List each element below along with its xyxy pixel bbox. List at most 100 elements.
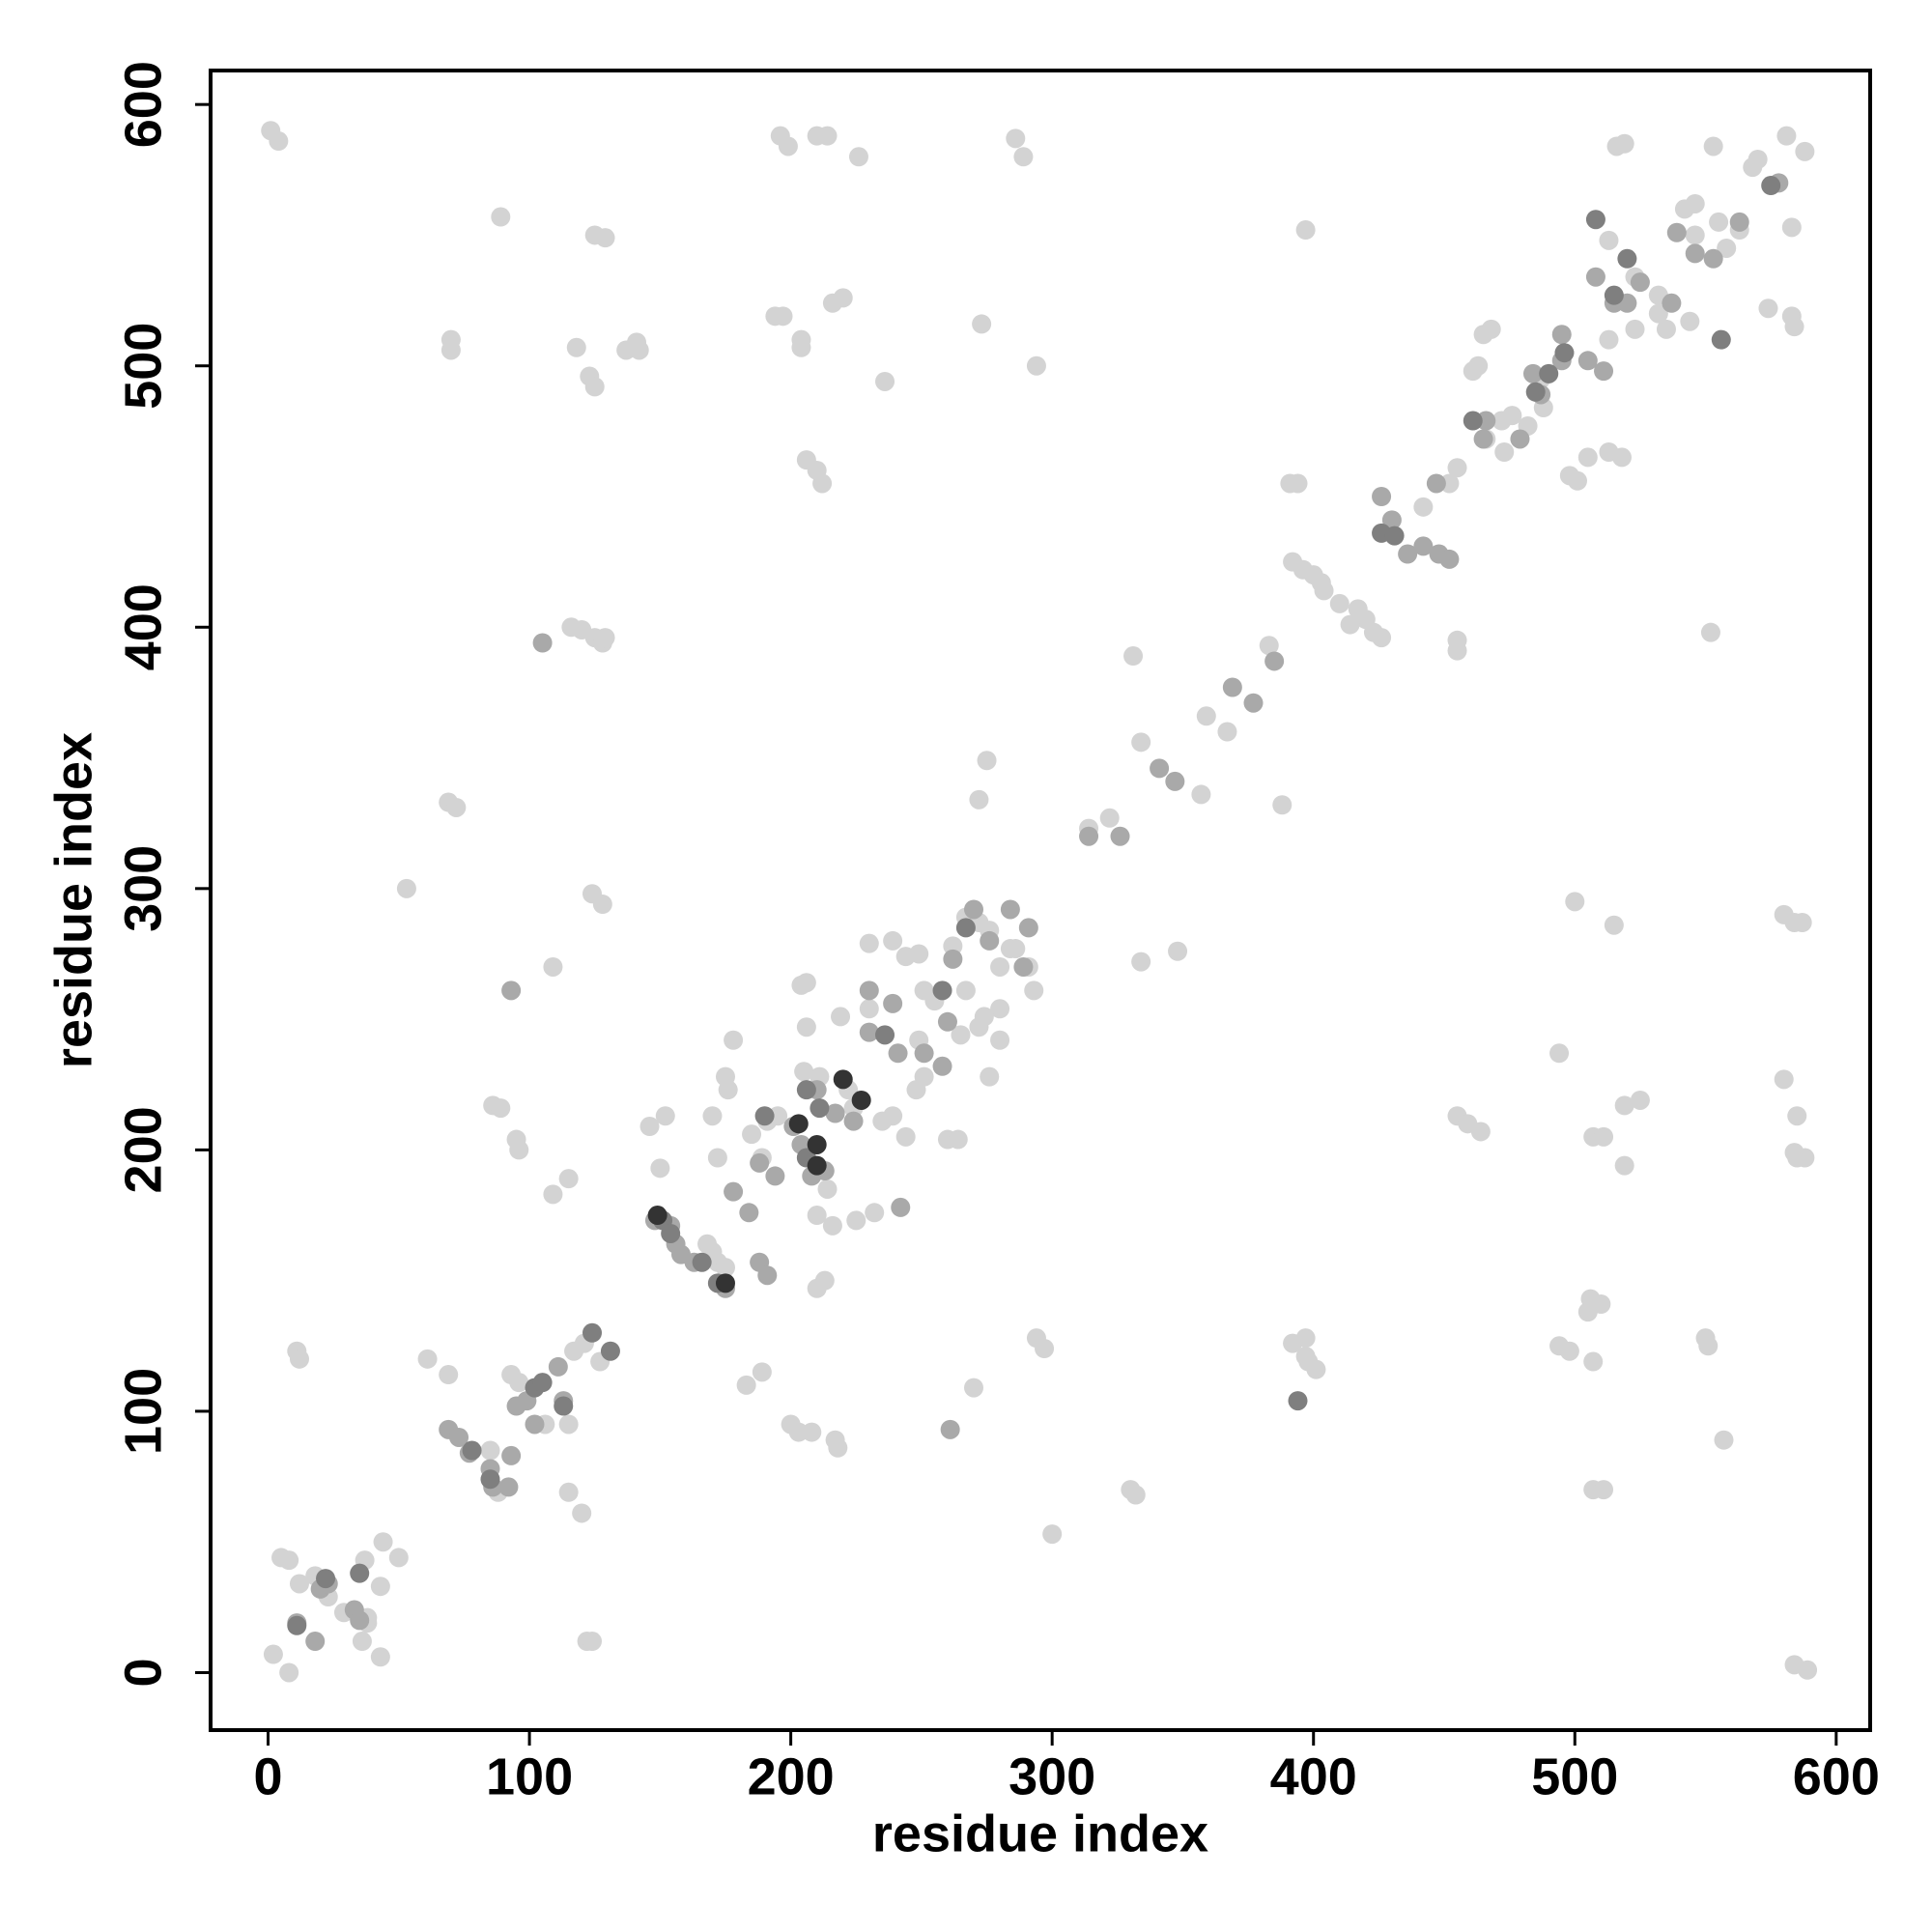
- point: [757, 1265, 778, 1286]
- point: [1381, 510, 1402, 530]
- point: [558, 1414, 579, 1435]
- point: [1026, 355, 1046, 376]
- point: [498, 1477, 519, 1497]
- y-tick-label: 400: [114, 583, 172, 670]
- point: [1648, 303, 1668, 324]
- point: [1295, 220, 1316, 241]
- point: [305, 1632, 326, 1652]
- point: [969, 1017, 989, 1037]
- point: [1776, 126, 1797, 146]
- point: [1372, 628, 1392, 648]
- point: [1698, 1336, 1719, 1356]
- y-tick-label: 0: [114, 1658, 172, 1687]
- point: [1666, 222, 1687, 242]
- point: [639, 1117, 660, 1137]
- point: [906, 1080, 926, 1100]
- x-tick-label: 0: [253, 1747, 282, 1805]
- point: [1599, 329, 1619, 350]
- point: [1413, 497, 1434, 517]
- point: [980, 1066, 1000, 1087]
- point: [1329, 593, 1350, 613]
- point: [843, 1111, 864, 1131]
- point: [1024, 980, 1044, 1001]
- point: [449, 1427, 469, 1447]
- point: [1551, 325, 1572, 345]
- point: [269, 131, 289, 152]
- point: [1685, 243, 1705, 264]
- point: [807, 1134, 827, 1154]
- point: [895, 1126, 916, 1147]
- point: [525, 1414, 545, 1435]
- point: [1784, 317, 1804, 337]
- point: [932, 980, 952, 1001]
- point: [1264, 651, 1285, 671]
- point: [1110, 826, 1130, 846]
- point: [791, 337, 811, 357]
- point: [582, 1322, 603, 1343]
- x-tick-label: 400: [1270, 1747, 1357, 1805]
- point: [1611, 447, 1632, 468]
- point: [990, 1030, 1010, 1050]
- point: [629, 340, 649, 360]
- point: [914, 1043, 934, 1064]
- point: [724, 1030, 744, 1050]
- point: [1006, 128, 1026, 149]
- point: [1792, 912, 1812, 932]
- x-tick-label: 300: [1009, 1747, 1095, 1805]
- point: [462, 1440, 482, 1461]
- point: [948, 1129, 968, 1150]
- point: [1372, 486, 1392, 506]
- point: [595, 228, 615, 248]
- point: [532, 1373, 553, 1393]
- point: [851, 1090, 871, 1110]
- point: [1703, 248, 1723, 269]
- point: [859, 999, 879, 1019]
- point: [1522, 363, 1543, 384]
- point: [316, 1569, 336, 1589]
- point: [480, 1440, 500, 1461]
- point: [964, 899, 984, 920]
- point: [817, 1179, 838, 1199]
- point: [846, 1210, 867, 1231]
- point: [765, 1166, 785, 1186]
- point: [859, 933, 879, 953]
- point: [692, 1252, 712, 1272]
- point: [875, 1025, 895, 1045]
- point: [833, 1069, 853, 1090]
- point: [724, 1181, 744, 1202]
- point: [1398, 544, 1418, 564]
- point: [977, 751, 997, 771]
- point: [396, 878, 416, 898]
- point: [1125, 1485, 1146, 1505]
- point: [1384, 526, 1405, 546]
- x-tick-label: 600: [1793, 1747, 1880, 1805]
- point: [1758, 298, 1778, 319]
- point: [1604, 915, 1624, 935]
- point: [788, 1114, 809, 1134]
- point: [969, 789, 989, 810]
- point: [661, 1223, 681, 1243]
- point: [1625, 319, 1645, 339]
- point: [509, 1373, 529, 1393]
- point: [1549, 1043, 1570, 1064]
- point: [1473, 429, 1493, 449]
- point: [859, 980, 879, 1001]
- point: [1594, 1126, 1614, 1147]
- point: [1729, 212, 1749, 232]
- point: [480, 1469, 500, 1490]
- point: [647, 1206, 668, 1226]
- point: [848, 147, 868, 167]
- point: [1035, 1338, 1055, 1358]
- point: [1614, 1155, 1634, 1176]
- point: [1018, 918, 1038, 938]
- point: [707, 1148, 727, 1168]
- point: [1000, 899, 1020, 920]
- point: [655, 1106, 675, 1126]
- point: [718, 1080, 738, 1100]
- point: [289, 1349, 309, 1369]
- point: [778, 136, 798, 156]
- point: [736, 1375, 756, 1395]
- point: [1714, 1430, 1734, 1450]
- point: [752, 1362, 772, 1382]
